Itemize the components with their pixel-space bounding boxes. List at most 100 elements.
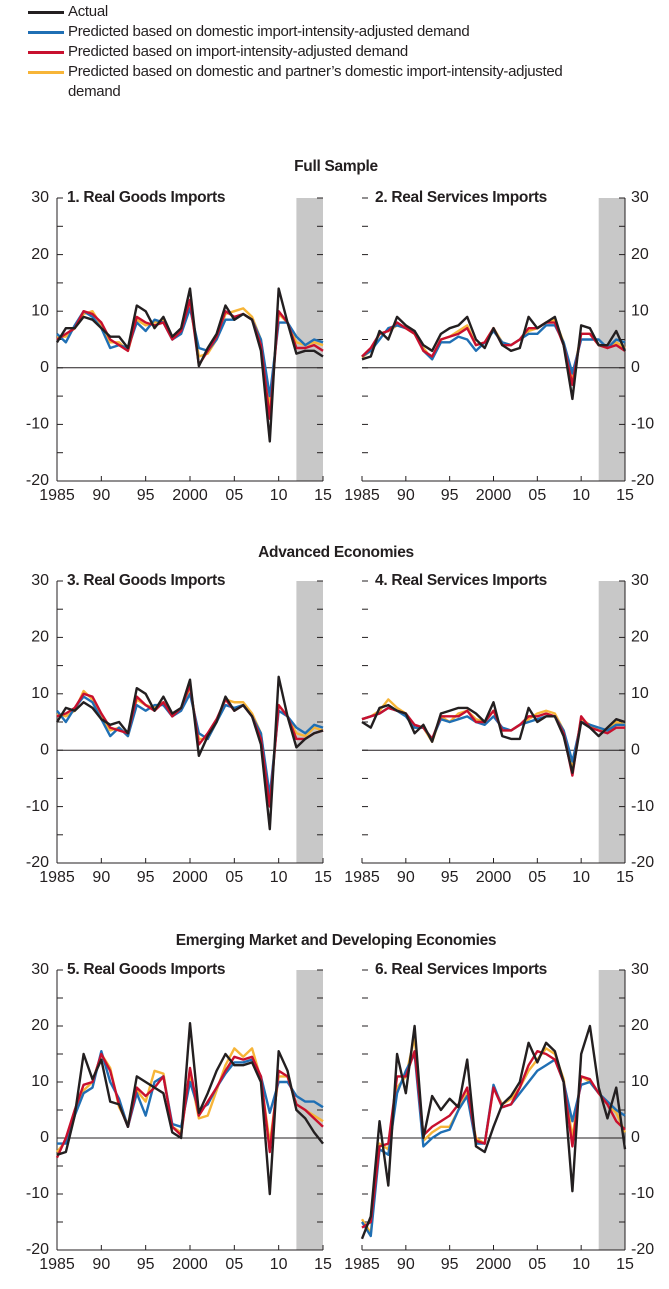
y-tick-label: 30 [631, 189, 649, 206]
y-tick-label: 30 [31, 572, 49, 589]
y-tick-label: -20 [631, 1241, 654, 1258]
x-tick-label: 90 [92, 1256, 110, 1273]
x-tick-label: 15 [616, 1256, 634, 1273]
x-tick-label: 1985 [344, 487, 380, 504]
x-tick-label: 90 [397, 1256, 415, 1273]
x-tick-label: 90 [397, 869, 415, 886]
series-line [361, 1050, 626, 1229]
legend-swatch [28, 71, 64, 74]
x-tick-label: 15 [616, 487, 634, 504]
series-line [56, 684, 324, 808]
x-tick-label: 2000 [172, 487, 208, 504]
x-tick-label: 1985 [344, 1256, 380, 1273]
y-tick-label: 10 [31, 302, 49, 319]
x-tick-label: 10 [270, 869, 288, 886]
y-tick-label: 0 [40, 1129, 49, 1146]
x-tick-label: 15 [314, 1256, 332, 1273]
group-title: Advanced Economies [258, 544, 414, 561]
x-tick-label: 2000 [476, 487, 512, 504]
legend-entry: Actual [28, 2, 588, 22]
x-tick-label: 95 [441, 487, 459, 504]
y-tick-label: 0 [631, 741, 640, 758]
legend-swatch [28, 11, 64, 14]
panel-title: 4. Real Services Imports [375, 572, 547, 589]
x-tick-label: 2000 [476, 869, 512, 886]
y-tick-label: -10 [26, 1185, 49, 1202]
series-line [360, 1024, 627, 1240]
y-tick-label: -10 [26, 798, 49, 815]
y-tick-label: 30 [31, 189, 49, 206]
series-line [55, 675, 324, 831]
x-tick-label: 1985 [39, 487, 75, 504]
legend-entry: Predicted based on import-intensity-adju… [28, 42, 588, 62]
legend: Actual Predicted based on domestic import… [28, 2, 588, 102]
y-tick-label: 30 [31, 961, 49, 978]
x-tick-label: 15 [314, 869, 332, 886]
y-tick-label: 20 [31, 1017, 49, 1034]
panel-title: 5. Real Goods Imports [67, 961, 225, 978]
legend-entry: Predicted based on domestic and partner’… [28, 62, 588, 102]
series-line [361, 706, 625, 763]
x-tick-label: 95 [441, 1256, 459, 1273]
y-tick-label: 20 [631, 246, 649, 263]
series-line [56, 1022, 324, 1196]
y-tick-label: 10 [631, 685, 649, 702]
series-line [55, 1052, 324, 1159]
x-tick-label: 05 [225, 487, 243, 504]
x-tick-label: 90 [92, 869, 110, 886]
legend-label: Predicted based on import-intensity-adju… [68, 43, 408, 60]
x-tick-label: 1985 [39, 1256, 75, 1273]
y-tick-label: 20 [31, 246, 49, 263]
x-tick-label: 90 [397, 487, 415, 504]
y-tick-label: 0 [631, 1129, 640, 1146]
legend-label: Actual [68, 3, 108, 20]
x-tick-label: 15 [314, 487, 332, 504]
series-line [57, 1050, 324, 1145]
legend-label: Predicted based on domestic import-inten… [68, 23, 470, 40]
legend-entry: Predicted based on domestic import-inten… [28, 22, 588, 42]
series-line [360, 1052, 626, 1238]
series-line [361, 324, 626, 375]
y-tick-label: -10 [631, 1185, 654, 1202]
panel-title: 3. Real Goods Imports [67, 572, 225, 589]
x-tick-label: 05 [225, 869, 243, 886]
y-tick-label: -10 [26, 416, 49, 433]
y-tick-label: 30 [631, 961, 649, 978]
legend-swatch [28, 31, 64, 34]
legend-label: Predicted based on domestic and partner’… [68, 63, 563, 100]
series-line [361, 701, 626, 774]
y-tick-label: 30 [631, 572, 649, 589]
x-tick-label: 1985 [344, 869, 380, 886]
x-tick-label: 10 [270, 487, 288, 504]
x-tick-label: 15 [616, 869, 634, 886]
x-tick-label: 05 [528, 1256, 546, 1273]
y-tick-label: 10 [631, 1073, 649, 1090]
series-line [55, 287, 324, 443]
x-tick-label: 95 [137, 869, 155, 886]
series-line [361, 315, 627, 401]
y-tick-label: 10 [31, 685, 49, 702]
x-tick-label: 2000 [172, 1256, 208, 1273]
x-tick-label: 05 [528, 869, 546, 886]
panel-title: 2. Real Services Imports [375, 189, 547, 206]
x-tick-label: 05 [528, 487, 546, 504]
series-line [56, 298, 324, 420]
x-tick-label: 10 [572, 869, 590, 886]
y-tick-label: -20 [631, 854, 654, 871]
series-line [56, 307, 324, 398]
y-tick-label: -10 [631, 798, 654, 815]
group-title: Full Sample [294, 158, 378, 175]
group-title: Emerging Market and Developing Economies [176, 932, 496, 949]
x-tick-label: 2000 [476, 1256, 512, 1273]
x-tick-label: 90 [92, 487, 110, 504]
y-tick-label: 10 [631, 302, 649, 319]
y-tick-label: -10 [631, 416, 654, 433]
series-line [360, 1036, 627, 1235]
x-tick-label: 10 [572, 1256, 590, 1273]
series-line [56, 1047, 324, 1153]
y-tick-label: 0 [631, 359, 640, 376]
panel-title: 1. Real Goods Imports [67, 189, 225, 206]
y-tick-label: -20 [26, 472, 49, 489]
x-tick-label: 10 [572, 487, 590, 504]
